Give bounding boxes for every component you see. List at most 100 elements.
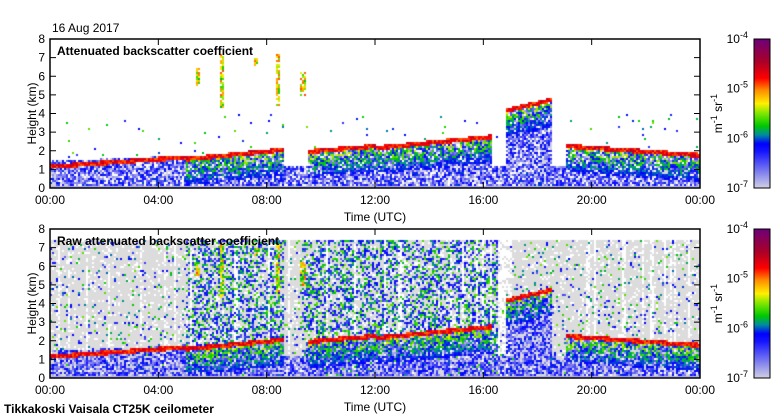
- x-tick-label: 00:00: [685, 383, 715, 397]
- colorbar-swatch: [754, 265, 770, 267]
- y-tick-label: 1: [38, 352, 45, 366]
- colorbar-swatch: [754, 46, 770, 48]
- colorbar-swatch: [754, 113, 770, 115]
- colorbar-swatch: [754, 142, 770, 144]
- colorbar-swatch: [754, 144, 770, 146]
- colorbar-tick-label: 10-5: [727, 270, 748, 286]
- colorbar-swatch: [754, 58, 770, 60]
- colorbar-swatch: [754, 316, 770, 318]
- colorbar-swatch: [754, 160, 770, 162]
- colorbar-swatch: [754, 177, 770, 179]
- colorbar-swatch: [754, 260, 770, 262]
- x-tick-label: 12:00: [360, 383, 390, 397]
- colorbar-swatch: [754, 110, 770, 112]
- colorbar-swatch: [754, 140, 770, 142]
- colorbar-swatch: [754, 170, 770, 172]
- colorbar-swatch: [754, 82, 770, 84]
- colorbar-swatch: [754, 251, 770, 253]
- y-tick-label: 6: [38, 259, 45, 273]
- colorbar-swatch: [754, 156, 770, 158]
- colorbar-tick-label: 10-7: [727, 369, 748, 385]
- colorbar-swatch: [754, 360, 770, 362]
- colorbar-swatch: [754, 124, 770, 126]
- colorbar-tick-label: 10-4: [727, 220, 748, 236]
- colorbar-swatch: [754, 375, 770, 377]
- colorbar-swatch: [754, 102, 770, 104]
- colorbar-swatch: [754, 300, 770, 302]
- colorbar-swatch: [754, 109, 770, 111]
- colorbar-swatch: [754, 143, 770, 145]
- colorbar-swatch: [754, 336, 770, 338]
- colorbar-swatch: [754, 243, 770, 245]
- colorbar-swatch: [754, 332, 770, 334]
- colorbar-swatch: [754, 255, 770, 257]
- colorbar-swatch: [754, 270, 770, 272]
- colorbar-swatch: [754, 132, 770, 134]
- colorbar-swatch: [754, 305, 770, 307]
- colorbar-swatch: [754, 231, 770, 233]
- colorbar-frame: [753, 228, 771, 379]
- colorbar-swatch: [754, 341, 770, 343]
- x-tick-label: 16:00: [468, 193, 498, 207]
- colorbar-swatch: [754, 108, 770, 110]
- x-tick-label: 08:00: [252, 383, 282, 397]
- panel-title: Attenuated backscatter coefficient: [57, 44, 253, 58]
- colorbar-swatch: [754, 153, 770, 155]
- colorbar-swatch: [754, 97, 770, 99]
- x-tick-label: 04:00: [143, 193, 173, 207]
- colorbar-tick-label: 10-5: [727, 80, 748, 96]
- colorbar-swatch: [754, 343, 770, 345]
- colorbar-swatch: [754, 117, 770, 119]
- colorbar-swatch: [754, 150, 770, 152]
- colorbar-swatch: [754, 99, 770, 101]
- colorbar-swatch: [754, 168, 770, 170]
- colorbar-swatch: [754, 162, 770, 164]
- colorbar-swatch: [754, 337, 770, 339]
- x-tick-label: 16:00: [468, 383, 498, 397]
- colorbar-swatch: [754, 235, 770, 237]
- colorbar-swatch: [754, 137, 770, 139]
- colorbar-swatch: [754, 283, 770, 285]
- colorbar-swatch: [754, 234, 770, 236]
- colorbar-swatch: [754, 310, 770, 312]
- colorbar-swatch: [754, 136, 770, 138]
- colorbar-swatch: [754, 133, 770, 135]
- colorbar-swatch: [754, 232, 770, 234]
- colorbar-swatch: [754, 348, 770, 350]
- colorbar-swatch: [754, 294, 770, 296]
- colorbar-swatch: [754, 87, 770, 89]
- colorbar-swatch: [754, 311, 770, 313]
- colorbar-swatch: [754, 281, 770, 283]
- colorbar-swatch: [754, 62, 770, 64]
- colorbar-swatch: [754, 282, 770, 284]
- colorbar-swatch: [754, 229, 770, 231]
- colorbar-swatch: [754, 340, 770, 342]
- colorbar-swatch: [754, 358, 770, 360]
- colorbar-swatch: [754, 356, 770, 358]
- colorbar-swatch: [754, 114, 770, 116]
- colorbar-swatch: [754, 355, 770, 357]
- colorbar-swatch: [754, 78, 770, 80]
- colorbar-swatch: [754, 127, 770, 129]
- colorbar-swatch: [754, 303, 770, 305]
- colorbar-swatch: [754, 121, 770, 123]
- colorbar-swatch: [754, 80, 770, 82]
- plot-frame: [49, 38, 701, 189]
- colorbar-swatch: [754, 359, 770, 361]
- colorbar-swatch: [754, 155, 770, 157]
- colorbar-swatch: [754, 40, 770, 42]
- colorbar-swatch: [754, 64, 770, 66]
- colorbar-swatch: [754, 152, 770, 154]
- plot-frame: [49, 228, 701, 379]
- colorbar-swatch: [754, 308, 770, 310]
- colorbar-swatch: [754, 374, 770, 376]
- colorbar-swatch: [754, 178, 770, 180]
- colorbar-swatch: [754, 239, 770, 241]
- colorbar-swatch: [754, 350, 770, 352]
- colorbar-swatch: [754, 93, 770, 95]
- colorbar-label: m-1 sr-1: [709, 284, 725, 323]
- colorbar-swatch: [754, 103, 770, 105]
- colorbar-swatch: [754, 306, 770, 308]
- colorbar-swatch: [754, 315, 770, 317]
- colorbar-swatch: [754, 166, 770, 168]
